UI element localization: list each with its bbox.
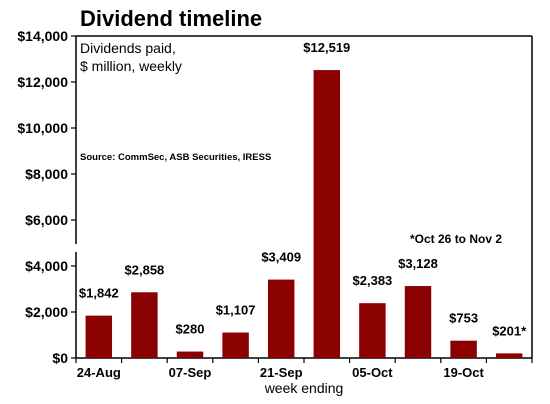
x-tick-label: 19-Oct [443,365,484,380]
bar [176,351,204,358]
x-axis-label: week ending [264,380,344,396]
chart-title: Dividend timeline [80,6,262,31]
y-tick-label: $4,000 [25,258,68,274]
y-tick-label: $10,000 [17,120,68,136]
y-tick-label: $2,000 [25,304,68,320]
bar [450,340,477,358]
bars [85,70,523,359]
x-tick-label: 05-Oct [352,365,393,380]
x-tick-label: 07-Sep [169,365,212,380]
data-labels: $1,842 $2,858 $280 $1,107 $3,409 $12,519 $2,38… [79,40,527,338]
y-tick-label: $0 [52,350,68,366]
bar-data-label: $12,519 [303,40,350,55]
bar-data-label: $2,858 [125,262,165,277]
bar-data-label: $2,383 [353,273,393,288]
bar-data-label: $3,128 [398,256,438,271]
subtitle-line-2: $ million, weekly [80,58,182,74]
bar [131,292,158,358]
y-tick-label: $14,000 [17,28,68,44]
bar-data-label: $753 [449,311,478,326]
x-axis-ticks: 24-Aug 07-Sep 21-Sep 05-Oct 19-Oct [75,358,533,380]
bar [495,353,523,358]
bar [313,70,341,359]
x-tick-label: 24-Aug [77,365,121,380]
chart-subtitle: Dividends paid, $ million, weekly [80,40,182,74]
footnote: *Oct 26 to Nov 2 [410,232,502,246]
bar-data-label: $201* [492,323,527,338]
y-axis-ticks: $0 $2,000 $4,000 $6,000 $8,000 $10,000 $12,000… [17,28,76,366]
bar-data-label: $280 [176,322,205,337]
x-tick-label: 21-Sep [260,365,303,380]
bar [267,279,295,358]
axis-break-gap [72,244,81,252]
bar [359,303,386,358]
y-tick-label: $6,000 [25,212,68,228]
bar [404,286,432,358]
y-tick-label: $8,000 [25,166,68,182]
subtitle-line-1: Dividends paid, [80,40,176,56]
y-tick-label: $12,000 [17,74,68,90]
source-note: Source: CommSec, ASB Securities, IRESS [80,152,271,163]
bar-data-label: $1,107 [216,303,256,318]
bar [85,315,113,358]
bar [222,332,249,358]
bar-data-label: $1,842 [79,286,119,301]
bar-data-label: $3,409 [261,250,301,265]
